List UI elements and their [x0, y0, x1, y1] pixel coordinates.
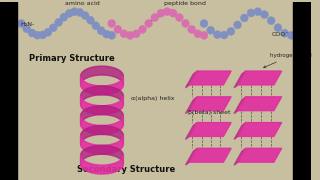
Polygon shape	[238, 148, 282, 162]
Text: amino acid: amino acid	[62, 1, 100, 16]
Circle shape	[114, 25, 122, 33]
Polygon shape	[234, 148, 246, 165]
Polygon shape	[81, 155, 123, 174]
Polygon shape	[189, 148, 231, 162]
Text: Secondary Structure: Secondary Structure	[77, 165, 175, 174]
Circle shape	[97, 27, 105, 35]
Polygon shape	[81, 116, 123, 134]
Circle shape	[287, 31, 295, 39]
Polygon shape	[234, 123, 246, 139]
Circle shape	[213, 31, 221, 39]
Circle shape	[182, 19, 189, 27]
Circle shape	[200, 19, 208, 27]
Circle shape	[33, 31, 41, 39]
Polygon shape	[81, 96, 123, 115]
Circle shape	[188, 25, 196, 33]
Circle shape	[55, 18, 62, 26]
Circle shape	[139, 25, 146, 33]
Circle shape	[234, 21, 242, 29]
Circle shape	[108, 19, 116, 27]
Polygon shape	[238, 123, 282, 136]
Circle shape	[247, 9, 255, 17]
Circle shape	[71, 8, 78, 16]
Text: H₂N-: H₂N-	[20, 22, 35, 27]
Circle shape	[260, 11, 268, 19]
Circle shape	[81, 12, 89, 19]
Circle shape	[60, 13, 68, 21]
Circle shape	[163, 8, 171, 15]
Circle shape	[65, 9, 73, 17]
Circle shape	[108, 31, 116, 39]
Polygon shape	[81, 76, 123, 95]
Text: Primary Structure: Primary Structure	[29, 54, 115, 63]
Polygon shape	[189, 123, 231, 136]
Circle shape	[44, 28, 52, 36]
Polygon shape	[81, 126, 123, 144]
Polygon shape	[81, 145, 123, 164]
Circle shape	[151, 14, 159, 21]
Polygon shape	[81, 86, 123, 105]
Polygon shape	[234, 97, 246, 114]
Circle shape	[194, 30, 202, 38]
Circle shape	[169, 9, 177, 17]
Circle shape	[274, 24, 282, 32]
Polygon shape	[186, 123, 197, 139]
Circle shape	[254, 8, 262, 16]
Polygon shape	[238, 97, 282, 111]
Circle shape	[207, 26, 215, 34]
Bar	[0, 2, 18, 180]
Circle shape	[240, 14, 248, 22]
Text: β(beta) sheet: β(beta) sheet	[188, 110, 230, 115]
Text: α(alpha) helix: α(alpha) helix	[131, 96, 175, 101]
Circle shape	[281, 29, 289, 37]
Circle shape	[102, 30, 110, 38]
Circle shape	[175, 14, 183, 21]
Text: hydrogen bond: hydrogen bond	[264, 53, 312, 68]
Circle shape	[220, 31, 228, 39]
Circle shape	[76, 8, 84, 16]
Circle shape	[227, 27, 235, 35]
Text: COO⁻: COO⁻	[272, 32, 289, 37]
Circle shape	[86, 16, 94, 24]
Circle shape	[92, 22, 100, 30]
Circle shape	[200, 31, 208, 39]
Polygon shape	[81, 106, 123, 125]
Circle shape	[39, 31, 46, 39]
Polygon shape	[186, 97, 197, 114]
Circle shape	[18, 19, 25, 27]
Circle shape	[23, 25, 31, 33]
Polygon shape	[238, 71, 282, 85]
Polygon shape	[186, 148, 197, 165]
Circle shape	[267, 17, 275, 25]
Bar	[293, 2, 311, 180]
Circle shape	[28, 29, 36, 37]
Polygon shape	[234, 71, 246, 88]
Circle shape	[120, 30, 128, 38]
Polygon shape	[186, 71, 197, 88]
Circle shape	[145, 19, 153, 27]
Text: peptide bond: peptide bond	[146, 1, 205, 24]
Polygon shape	[189, 71, 231, 85]
Circle shape	[132, 30, 140, 38]
Polygon shape	[81, 66, 123, 85]
Polygon shape	[81, 135, 123, 154]
Circle shape	[49, 24, 57, 32]
Polygon shape	[189, 97, 231, 111]
Circle shape	[157, 9, 165, 17]
Circle shape	[126, 31, 134, 39]
